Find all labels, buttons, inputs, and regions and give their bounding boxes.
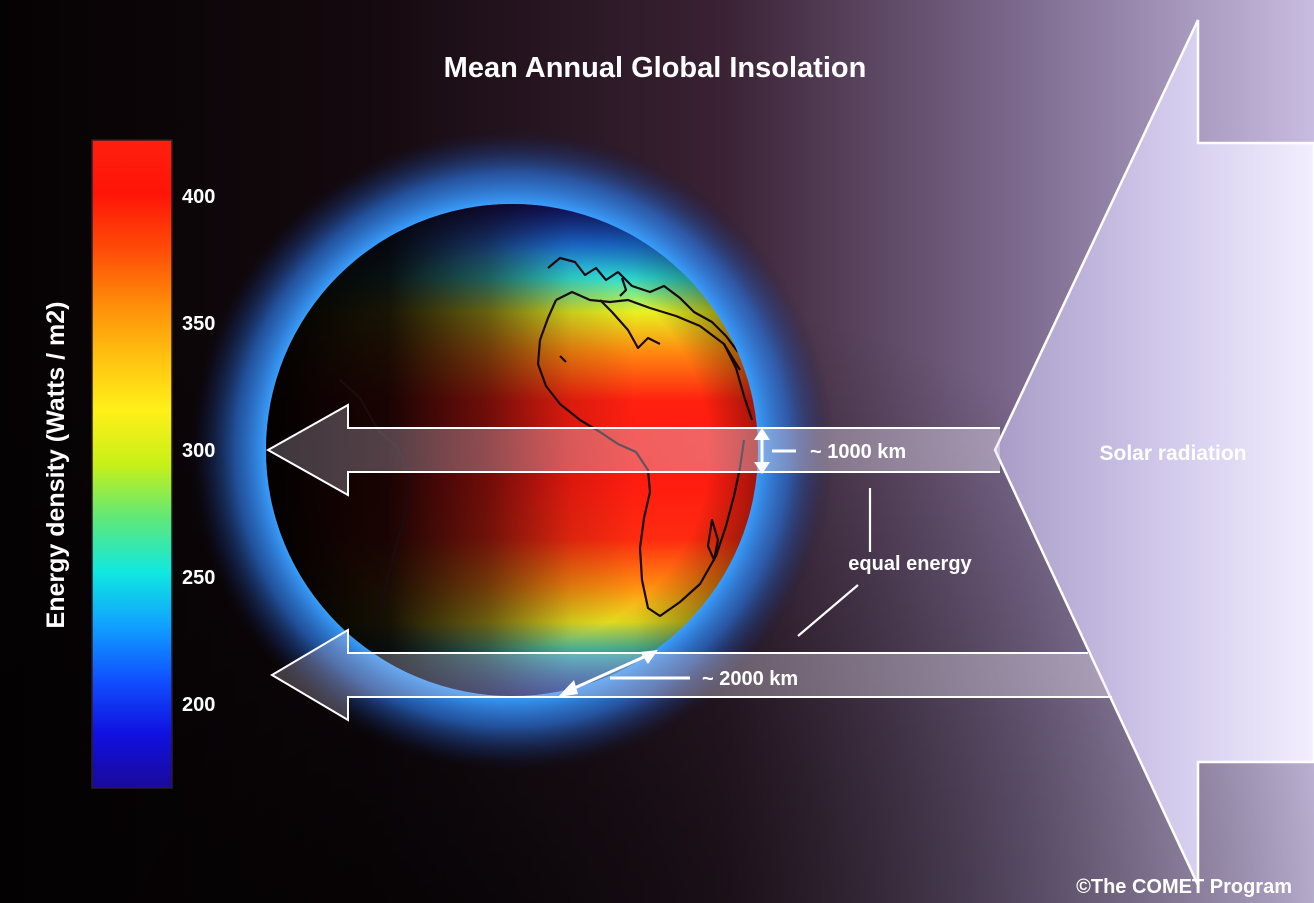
solar-radiation-label: Solar radiation xyxy=(1099,442,1246,465)
copyright-label: ©The COMET Program xyxy=(1076,876,1292,898)
width-2000km-label: ~ 2000 km xyxy=(702,668,798,690)
beam-2000km-arrow xyxy=(270,628,1112,722)
equal-energy-label: equal energy xyxy=(848,553,972,575)
colorbar xyxy=(91,139,173,789)
diagram-title: Mean Annual Global Insolation xyxy=(444,52,867,84)
beam-1000km-arrow xyxy=(265,403,1000,497)
colorbar-tick-label: 250 xyxy=(182,567,215,589)
width-1000km-label: ~ 1000 km xyxy=(810,441,906,463)
colorbar-tick-label: 350 xyxy=(182,313,215,335)
equal-energy-leaders xyxy=(797,488,872,637)
colorbar-label: Energy density (Watts / m2) xyxy=(42,302,70,629)
colorbar-tick-label: 300 xyxy=(182,440,215,462)
width-2000km-marker xyxy=(558,650,690,697)
colorbar-tick-label: 400 xyxy=(182,186,215,208)
solar-radiation-arrow xyxy=(993,19,1314,886)
colorbar-tick-label: 200 xyxy=(182,694,215,716)
width-1000km-marker xyxy=(754,428,796,474)
colorbar-ticks: 400 350 300 250 200 xyxy=(182,186,215,716)
